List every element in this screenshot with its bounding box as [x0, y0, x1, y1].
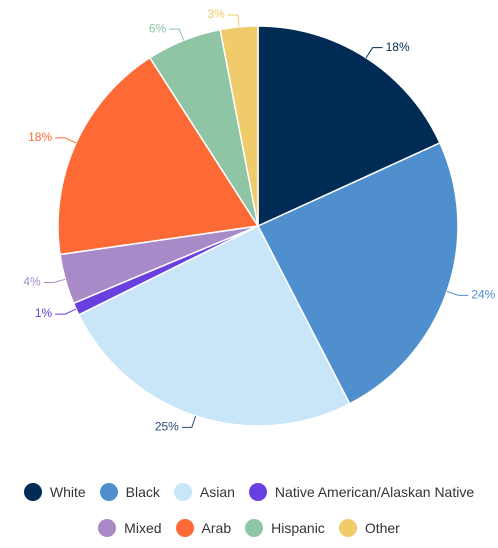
- legend-swatch: [23, 483, 42, 501]
- legend-label: Hispanic: [271, 520, 325, 536]
- data-label: 1%: [35, 306, 53, 320]
- legend: White Black Asian Native American/Alaskan N…: [0, 482, 498, 538]
- slice: [257, 25, 441, 228]
- legend-swatch: [248, 483, 267, 501]
- legend-item: Black: [99, 482, 160, 502]
- legend-item: Hispanic: [245, 518, 325, 538]
- data-label: 24%: [471, 288, 495, 302]
- legend-swatch: [98, 519, 117, 537]
- data-label: 6%: [149, 21, 167, 35]
- leader-line: [365, 47, 383, 59]
- legend-swatch: [99, 483, 118, 501]
- data-label: 18%: [386, 40, 410, 54]
- legend-label: Mixed: [124, 520, 162, 536]
- leader-line: [446, 290, 469, 296]
- legend-item: Other: [338, 518, 400, 538]
- legend-item: Asian: [173, 482, 235, 502]
- slice: [219, 25, 259, 227]
- leader-line: [169, 28, 185, 41]
- legend-swatch: [173, 483, 192, 501]
- legend-item: Mixed: [98, 518, 162, 538]
- legend-swatch: [338, 519, 357, 537]
- legend-label: Other: [364, 520, 400, 536]
- legend-label: Black: [125, 484, 160, 500]
- legend-item: Native American/Alaskan Native: [248, 482, 475, 502]
- leader-line: [181, 415, 197, 428]
- legend-item: White: [23, 482, 86, 502]
- chart: 18% 24% 25% 1% 4% 18% 6% 3%: [23, 7, 495, 434]
- legend-swatch: [245, 519, 264, 537]
- data-label: 18%: [28, 130, 52, 144]
- slice: [256, 141, 459, 405]
- slice: [57, 56, 260, 256]
- legend-label: White: [49, 484, 86, 500]
- data-label: 25%: [155, 420, 179, 434]
- leader-line: [55, 137, 77, 144]
- slice: [77, 225, 351, 427]
- data-label: 4%: [23, 275, 41, 289]
- legend-item: Arab: [175, 518, 232, 538]
- leader-line: [43, 278, 66, 283]
- leader-line: [55, 308, 77, 315]
- legend-swatch: [175, 519, 194, 537]
- data-label: 3%: [208, 7, 226, 21]
- legend-label: Asian: [199, 484, 235, 500]
- legend-label: Native American/Alaskan Native: [274, 484, 475, 500]
- leader-line: [227, 14, 240, 27]
- legend-label: Arab: [201, 520, 232, 536]
